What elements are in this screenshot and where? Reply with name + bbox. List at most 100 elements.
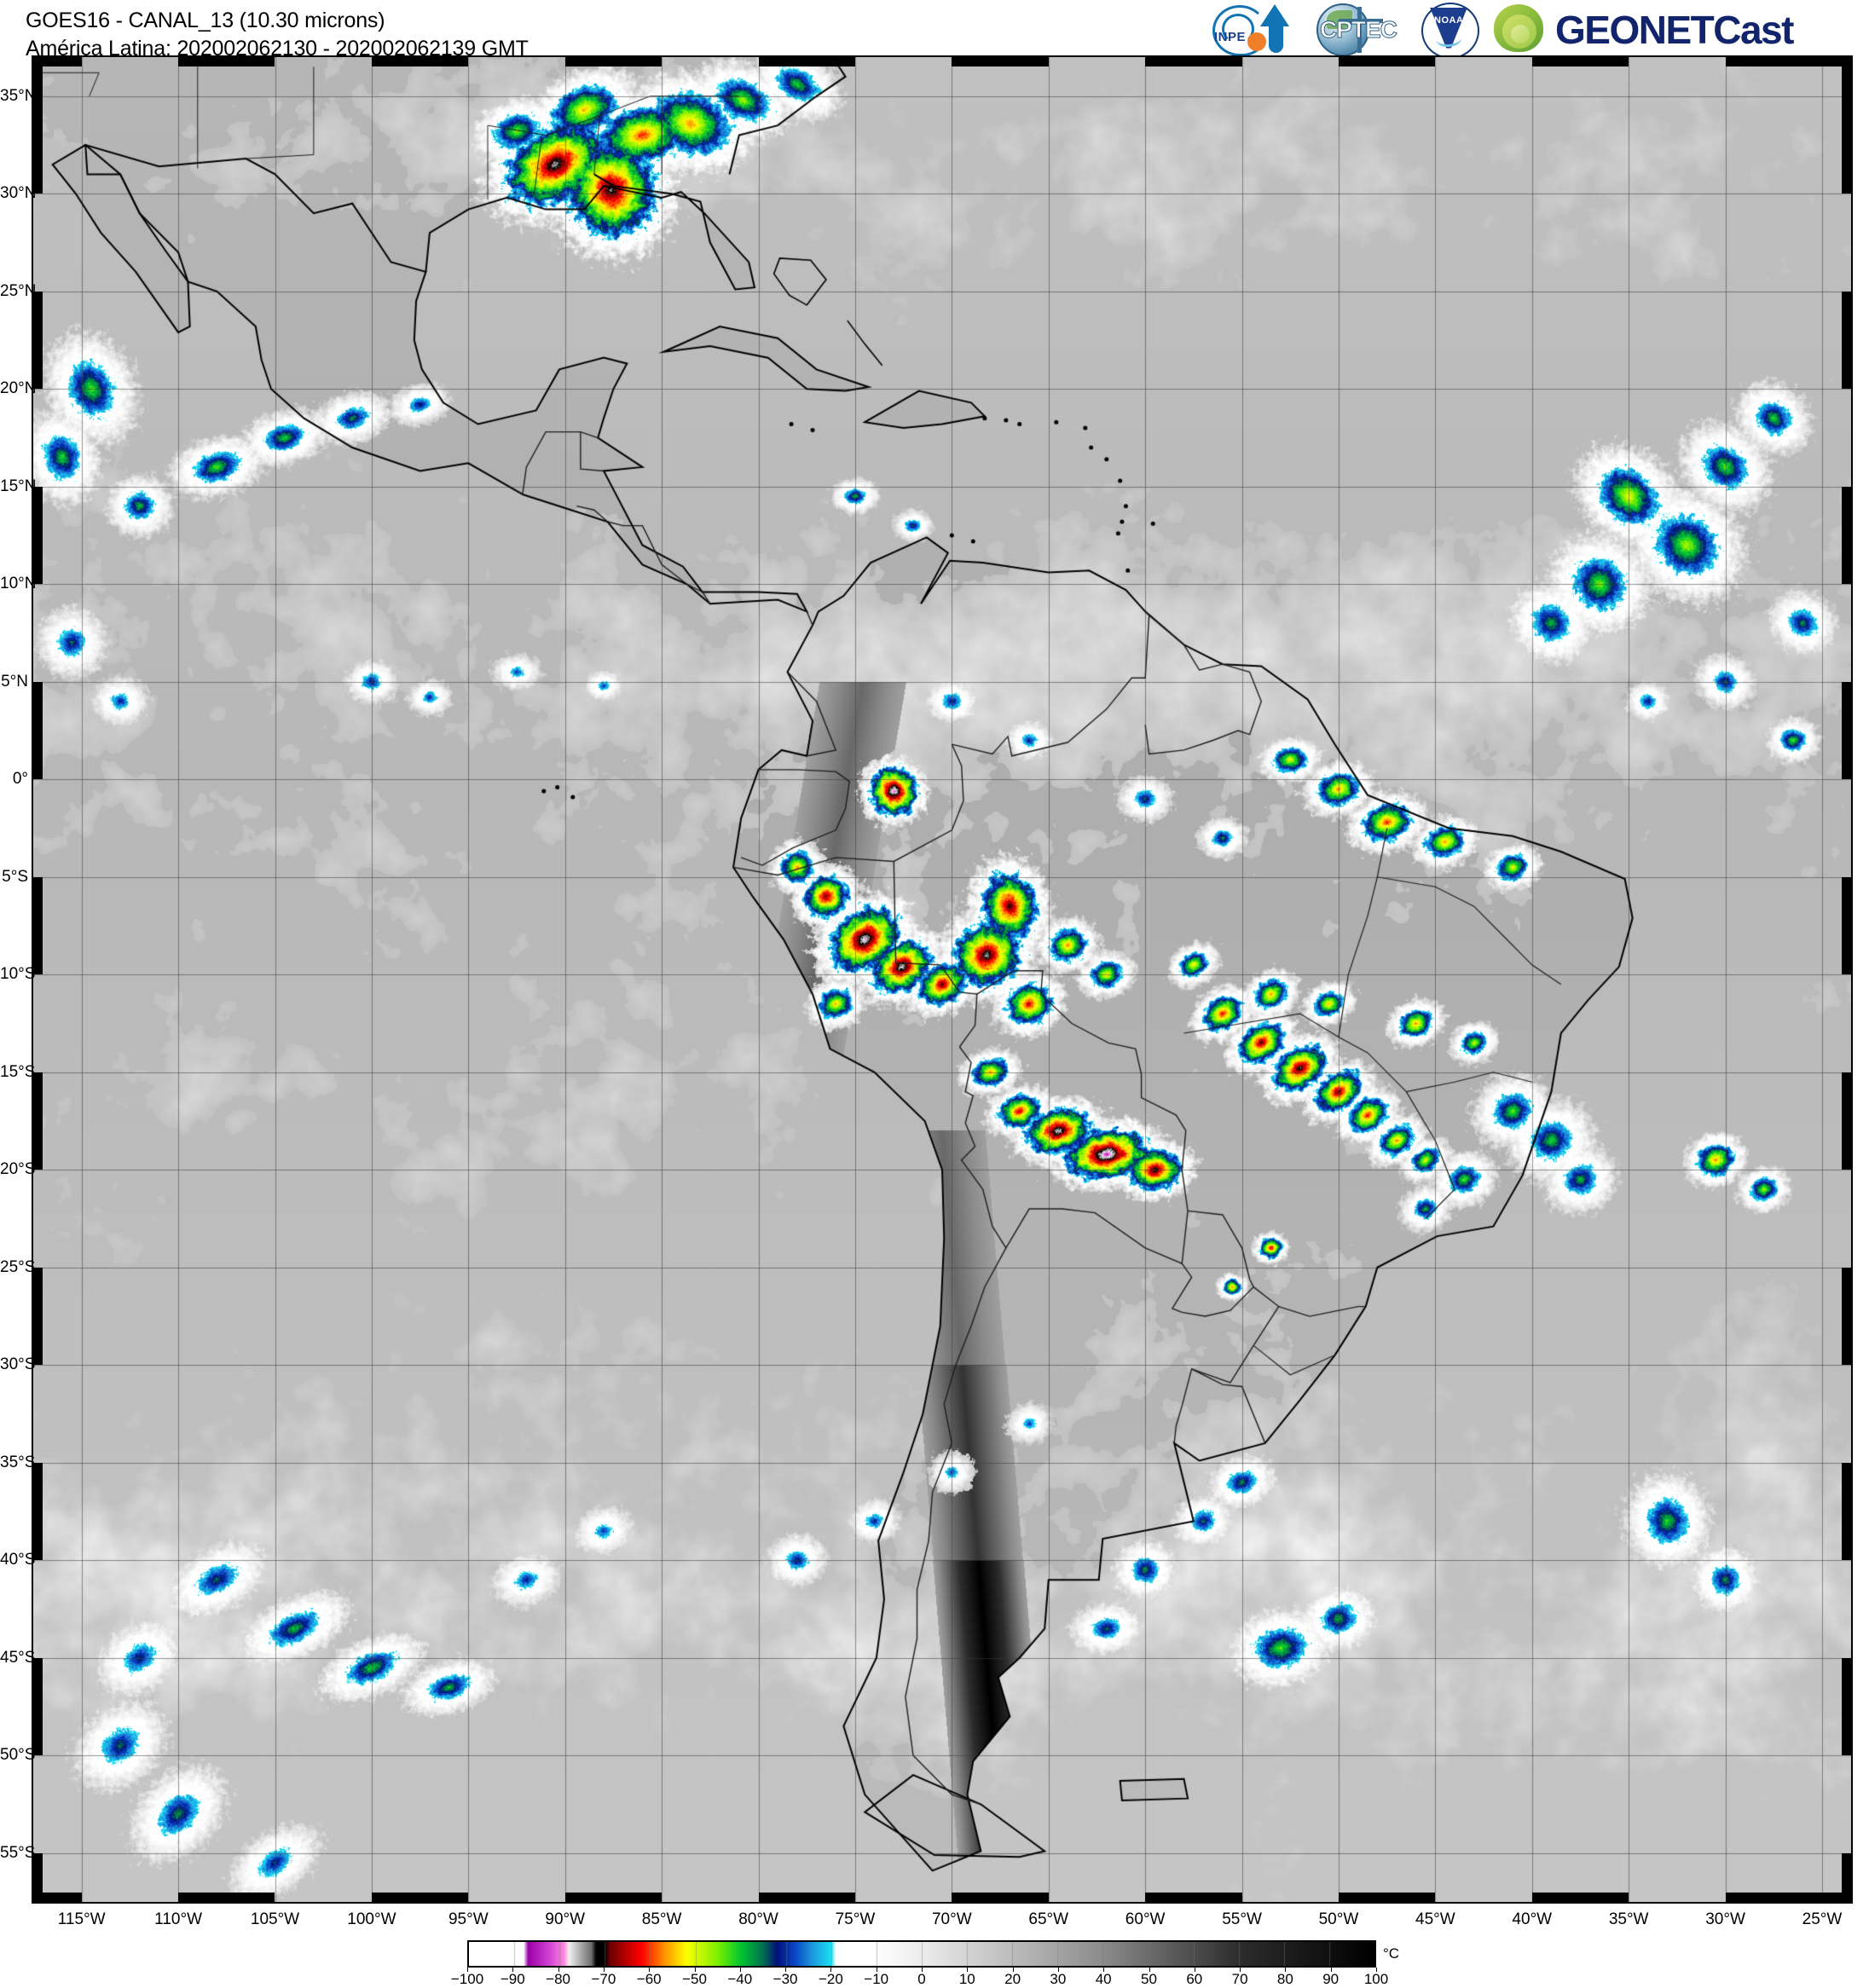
lat-tick-bar	[1842, 57, 1851, 96]
colorbar-tick-label: 70	[1231, 1971, 1248, 1987]
colorbar-tick	[1149, 1968, 1150, 1972]
lon-tick-label: 85°W	[641, 1910, 682, 1928]
longitude-axis: 115°W 110°W 105°W 100°W 95°W 90°W 85°W 80°W 75°W…	[0, 1910, 1869, 1933]
colorbar-tick-label: −30	[772, 1971, 798, 1987]
lon-tick-bar	[1725, 1893, 1822, 1902]
colorbar-tick-label: 0	[917, 1971, 926, 1987]
colorbar-tick	[512, 1968, 514, 1972]
lon-tick-label: 75°W	[835, 1910, 876, 1928]
colorbar-tick-label: −70	[591, 1971, 616, 1987]
lon-tick-bar	[178, 57, 275, 66]
colorbar-tick	[558, 1968, 559, 1972]
colorbar-tick	[1103, 1968, 1105, 1972]
lon-tick-bar	[1531, 57, 1629, 66]
lon-tick-bar	[564, 57, 663, 66]
lon-tick-bar	[758, 57, 855, 66]
geonetcast-swoosh-inner-icon	[1511, 24, 1530, 43]
lon-tick-label: 25°W	[1802, 1910, 1843, 1928]
colorbar-tick-label: −60	[636, 1971, 662, 1987]
lat-tick-label: 15°N	[0, 477, 37, 495]
lat-tick-bar	[1842, 1852, 1851, 1902]
lon-tick-label: 95°W	[448, 1910, 489, 1928]
lon-tick-label: 110°W	[154, 1910, 203, 1928]
cptec-logo: CPTEC	[1310, 2, 1410, 56]
colorbar-tick	[1057, 1968, 1059, 1972]
noaa-logo: NOAA	[1417, 2, 1482, 59]
lon-tick-label: 30°W	[1705, 1910, 1745, 1928]
colorbar-tick	[830, 1968, 832, 1972]
lat-tick-bar	[1842, 1657, 1851, 1756]
lon-tick-bar	[952, 1893, 1049, 1902]
lat-tick-bar	[33, 876, 43, 975]
colorbar-tick-label: −100	[450, 1971, 484, 1987]
colorbar-tick-label: 10	[958, 1971, 975, 1987]
geonetcast-logo: GEONETCast	[1489, 2, 1864, 55]
colorbar-tick-label: 100	[1363, 1971, 1389, 1987]
lon-tick-bar	[758, 1893, 855, 1902]
colorbar-tick	[785, 1968, 787, 1972]
colorbar-tick	[694, 1968, 696, 1972]
lon-tick-bar	[371, 57, 469, 66]
colorbar-tick	[603, 1968, 605, 1972]
colorbar-tick	[922, 1968, 923, 1972]
lat-tick-label: 45°S	[0, 1648, 36, 1667]
lat-tick-bar	[33, 291, 43, 390]
colorbar-tick-label: 40	[1095, 1971, 1112, 1987]
colorbar-unit-label: °C	[1383, 1945, 1400, 1962]
colorbar-tick	[739, 1968, 741, 1972]
colorbar-gradient	[467, 1940, 1376, 1968]
lon-tick-label: 80°W	[738, 1910, 778, 1928]
lon-tick-bar	[1821, 1893, 1851, 1902]
cptec-cross-vertical-icon	[1357, 6, 1362, 53]
colorbar-tick-label: −80	[546, 1971, 571, 1987]
lon-tick-bar	[564, 1893, 663, 1902]
colorbar-tick-label: 60	[1186, 1971, 1203, 1987]
lat-tick-label: 5°S	[2, 867, 28, 886]
lon-tick-bar	[33, 57, 82, 66]
colorbar-tick	[1285, 1968, 1287, 1972]
lat-tick-label: 10°N	[0, 575, 37, 593]
lon-tick-bar	[952, 57, 1049, 66]
lon-tick-label: 90°W	[545, 1910, 586, 1928]
lon-tick-bar	[1531, 1893, 1629, 1902]
colorbar-tick-label: −10	[864, 1971, 889, 1987]
lon-tick-label: 50°W	[1318, 1910, 1359, 1928]
lat-tick-label: 0°	[12, 770, 28, 789]
lat-tick-label: 35°S	[0, 1453, 36, 1471]
satellite-image-canvas	[33, 57, 1851, 1902]
inpe-logo-text: INPE	[1214, 29, 1247, 44]
lat-tick-label: 10°S	[0, 965, 36, 984]
lon-tick-bar	[1725, 57, 1822, 66]
inpe-arrow-icon	[1260, 3, 1289, 26]
geonetcast-logo-text: GEONETCast	[1555, 7, 1794, 52]
colorbar: −100 −90 −80 −70 −60 −50 −40 −30 −20 −10 0 10 20 30 40…	[451, 1940, 1388, 1987]
colorbar-tick-label: −50	[682, 1971, 707, 1987]
lon-tick-label: 105°W	[250, 1910, 300, 1928]
lon-tick-label: 60°W	[1125, 1910, 1166, 1928]
lat-tick-bar	[1842, 1462, 1851, 1561]
colorbar-tick-label: 50	[1141, 1971, 1157, 1987]
lat-tick-bar	[1842, 1267, 1851, 1366]
lat-tick-bar	[1842, 681, 1851, 780]
latitude-axis: 35°N 30°N 25°N 20°N 15°N 10°N 5°N 0° 5°S 10°S 15°S…	[0, 0, 37, 1985]
lat-tick-bar	[33, 95, 43, 194]
lat-tick-bar	[33, 1267, 43, 1366]
lat-tick-label: 20°S	[0, 1160, 36, 1179]
lon-tick-label: 55°W	[1222, 1910, 1262, 1928]
product-title-line1: GOES16 - CANAL_13 (10.30 microns)	[26, 9, 385, 32]
colorbar-tick	[1376, 1968, 1377, 1972]
lat-tick-bar	[33, 1657, 43, 1756]
lon-tick-label: 65°W	[1028, 1910, 1069, 1928]
lon-tick-label: 100°W	[347, 1910, 396, 1928]
lon-tick-bar	[1338, 1893, 1436, 1902]
noaa-logo-text: NOAA	[1434, 14, 1464, 26]
geonetcast-swoosh-icon	[1489, 3, 1548, 54]
lon-tick-label: 70°W	[931, 1910, 972, 1928]
lat-tick-label: 15°S	[0, 1062, 36, 1081]
satellite-image-frame	[32, 55, 1853, 1904]
colorbar-tick	[649, 1968, 651, 1972]
cptec-logo-text: CPTEC	[1320, 15, 1398, 43]
lon-tick-label: 40°W	[1512, 1910, 1553, 1928]
colorbar-tick-label: 80	[1276, 1971, 1293, 1987]
colorbar-tick	[1330, 1968, 1332, 1972]
